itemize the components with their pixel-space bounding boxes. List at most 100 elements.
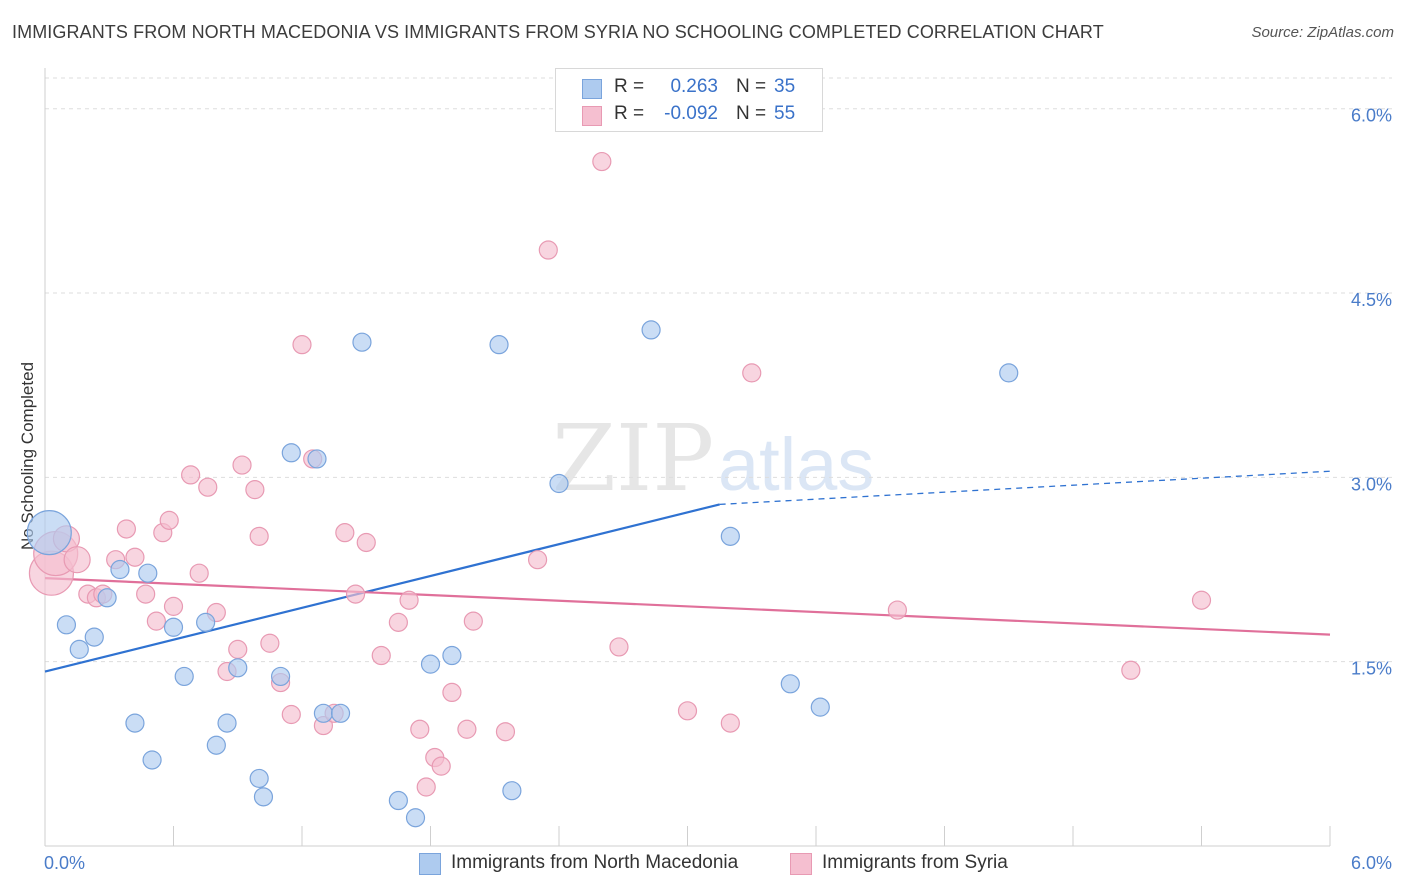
macedonia-point [502,781,522,801]
macedonia-legend-label: Immigrants from North Macedonia [451,852,739,873]
syria-point [463,611,483,631]
macedonia-point [720,526,740,546]
macedonia-point [313,703,334,723]
r-value: -0.092 [664,103,718,124]
r-label: R = [614,76,645,97]
y-tick-label: 4.5% [1351,290,1392,310]
macedonia-point [26,510,72,556]
macedonia-point [110,559,130,580]
syria-point [146,611,166,631]
syria-point [371,645,391,666]
macedonia-point [307,449,327,469]
macedonia-point [330,703,351,723]
macedonia-point [249,768,269,789]
syria-point [431,756,451,776]
chart-title: IMMIGRANTS FROM NORTH MACEDONIA VS IMMIG… [12,22,1104,42]
syria-point [292,335,312,355]
syria-point [232,455,252,475]
syria-swatch [582,106,602,126]
syria-legend-swatch [790,853,812,875]
n-value: 35 [774,76,796,97]
syria-point [410,719,430,739]
macedonia-point [206,735,226,755]
syria-point [609,637,629,657]
syria-point [1121,660,1141,680]
macedonia-point [489,335,509,355]
syria-point [63,546,91,574]
macedonia-point [142,750,162,770]
syria-point [720,713,740,733]
macedonia-point [138,563,158,583]
syria-point [538,240,558,260]
gridlines [45,77,1392,663]
macedonia-point [217,713,237,733]
macedonia-point [405,808,426,828]
syria-point [125,547,145,567]
macedonia-point [174,666,194,687]
macedonia-point [810,697,830,717]
syria-point [495,722,516,742]
macedonia-point [352,332,372,352]
syria-point [388,612,408,632]
syria-point [887,600,907,620]
macedonia-legend-swatch [419,853,441,875]
syria-point [260,633,280,653]
syria-point [442,682,462,703]
stats-legend-row-macedonia: R = 0.263 N = 35 [556,74,822,100]
y-tick-label: 3.0% [1351,474,1392,494]
syria-point [228,639,248,659]
macedonia-point [69,639,89,659]
syria-point [416,777,436,797]
syria-point [1191,590,1212,610]
source-label: Source: ZipAtlas.com [1251,24,1394,41]
x-tick-label-min: 0.0% [44,853,85,873]
macedonia-point [780,674,800,694]
macedonia-point [125,713,145,733]
macedonia-point [641,320,661,340]
syria-point [281,704,301,725]
x-tick-label-max: 6.0% [1351,853,1392,873]
syria-point [677,701,698,721]
trend-lines [44,470,1331,673]
macedonia-point [253,787,274,807]
n-label: N = [736,103,767,124]
macedonia-point [228,658,248,678]
macedonia-point [163,617,184,637]
syria-point [189,563,209,583]
stats-legend-row-syria: R = -0.092 N = 55 [556,101,822,127]
macedonia-trend-extension [719,470,1331,506]
data-points [26,151,1212,828]
syria-point [742,363,762,383]
r-value: 0.263 [670,76,718,97]
macedonia-point [549,473,569,494]
syria-point [249,526,269,546]
syria-point [527,550,548,570]
syria-point [399,590,419,610]
y-tick-label: 1.5% [1351,659,1392,679]
axes [44,68,1331,847]
macedonia-point [281,443,301,463]
syria-point [335,523,355,543]
macedonia-point [196,612,216,632]
syria-point [245,480,265,500]
macedonia-point [388,790,408,811]
x-tick-labels: 0.0% 6.0% [44,853,1392,873]
syria-point [181,465,201,485]
syria-trend-line [44,577,1331,636]
stats-legend: R = 0.263 N = 35 R = -0.092 N = 55 [555,68,823,132]
macedonia-point [84,627,104,647]
syria-point [356,532,376,553]
macedonia-point [420,654,441,674]
macedonia-point [270,666,291,687]
macedonia-trend-line [44,503,720,673]
syria-point [345,584,366,604]
y-tick-label: 6.0% [1351,106,1392,126]
macedonia-point [442,645,462,666]
syria-point [198,477,218,497]
syria-point [159,510,179,530]
syria-point [592,151,612,172]
r-label: R = [614,103,645,124]
watermark: ZIP atlas [552,405,874,512]
macedonia-swatch [582,79,602,99]
syria-point [457,719,477,739]
